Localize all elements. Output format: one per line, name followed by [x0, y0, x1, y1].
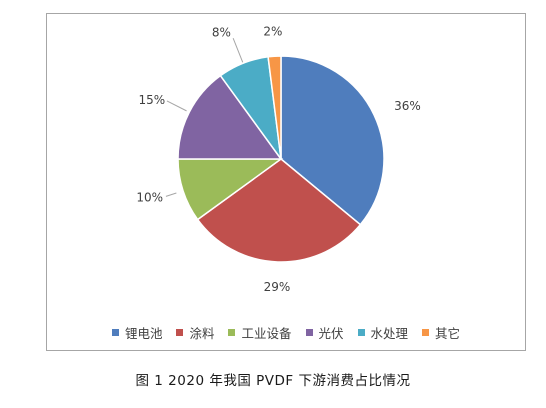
legend-label-2: 涂料	[189, 326, 215, 341]
legend-label-3: 工业设备	[241, 326, 292, 341]
legend-item-5: 水处理	[357, 323, 409, 342]
chart-frame: 36% 29% 10% 15% 8% 2% 锂电池 涂料 工业设备 光伏 水处理 其它	[46, 13, 526, 351]
legend: 锂电池 涂料 工业设备 光伏 水处理 其它	[47, 323, 525, 342]
data-label-3: 10%	[136, 190, 163, 204]
legend-label-1: 锂电池	[124, 326, 163, 341]
legend-item-3: 工业设备	[228, 323, 292, 342]
legend-item-2: 涂料	[176, 323, 214, 342]
leader-line-3	[165, 192, 177, 197]
legend-label-6: 其它	[435, 326, 461, 341]
leader-line-4	[166, 100, 187, 112]
data-label-2: 29%	[264, 280, 291, 294]
data-label-1: 36%	[394, 99, 421, 113]
pie-slice-4	[177, 74, 283, 160]
legend-swatch-3	[228, 329, 236, 336]
legend-label-5: 水处理	[370, 326, 409, 341]
legend-swatch-6	[422, 329, 430, 336]
figure-caption: 图 1 2020 年我国 PVDF 下游消费占比情况	[135, 373, 411, 389]
data-label-5: 8%	[212, 26, 231, 40]
data-label-6: 2%	[263, 24, 282, 38]
pie-chart: 36% 29% 10% 15% 8% 2%	[136, 24, 421, 294]
legend-swatch-1	[111, 329, 119, 336]
pie-slice-6	[267, 55, 282, 160]
legend-swatch-2	[176, 329, 184, 336]
legend-swatch-5	[357, 329, 365, 336]
legend-item-6: 其它	[422, 323, 460, 342]
data-label-4: 15%	[138, 93, 165, 107]
pie-slice-2	[196, 158, 362, 263]
pie-slice-1	[280, 55, 385, 226]
legend-item-1: 锂电池	[111, 323, 163, 342]
legend-label-4: 光伏	[318, 326, 344, 341]
legend-item-4: 光伏	[305, 323, 344, 342]
leader-line-5	[232, 37, 244, 63]
legend-swatch-4	[305, 329, 313, 336]
